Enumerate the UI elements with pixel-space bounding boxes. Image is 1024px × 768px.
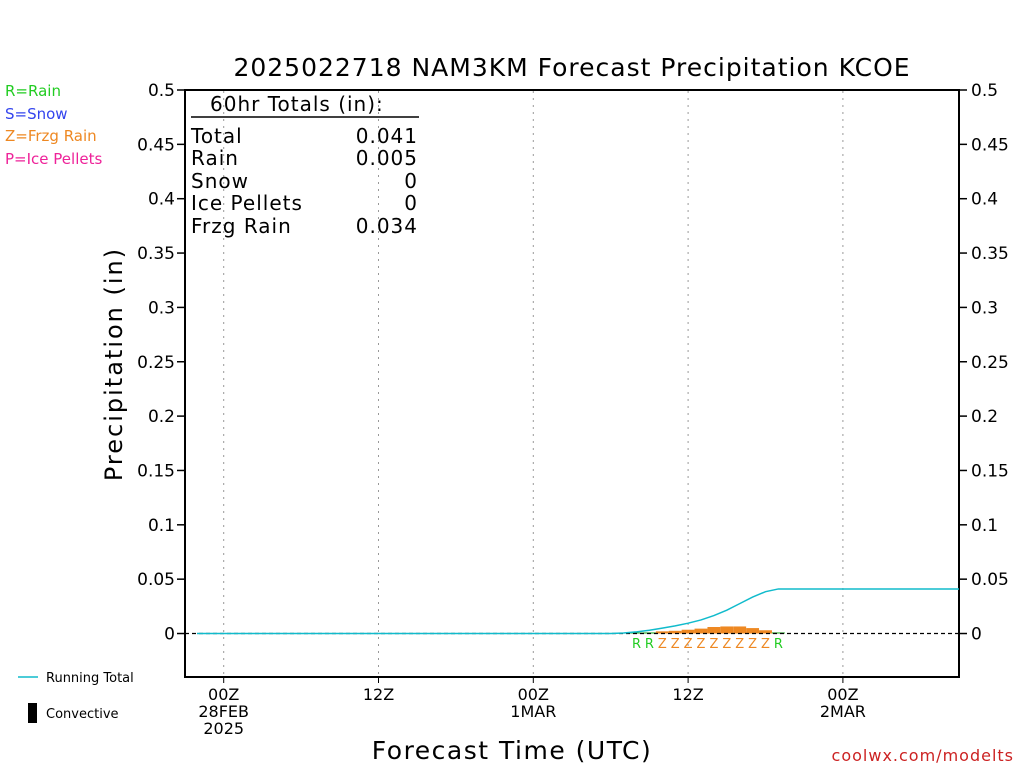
totals-value-frzg-rain: 0.034 [356, 214, 418, 238]
totals-value-rain: 0.005 [356, 146, 418, 170]
totals-header: 60hr Totals (in): [210, 92, 384, 116]
y-tick-label: 0.15 [971, 461, 1009, 481]
running-total-line [197, 588, 959, 635]
totals-label-frzg-rain: Frzg Rain [191, 214, 292, 238]
y-tick-label: 0.1 [148, 516, 175, 536]
y-tick-label: 0 [164, 625, 175, 645]
y-tick-label: 0.2 [148, 407, 175, 427]
y-tick-label: 0.4 [971, 190, 998, 210]
precip-type-letter: Z [761, 637, 770, 652]
precip-bar [707, 626, 721, 634]
running-total-legend-label: Running Total [46, 671, 134, 686]
plot-frame [184, 89, 960, 678]
precip-type-letter: Z [684, 637, 693, 652]
legend-ice-pellets: P=Ice Pellets [5, 150, 102, 168]
y-tick-label: 0.2 [971, 407, 998, 427]
vertical-grid [223, 91, 844, 676]
precip-bar [655, 631, 669, 634]
chart-title: 2025022718 NAM3KM Forecast Precipitation… [233, 53, 910, 82]
precip-type-legend: R=Rain S=Snow Z=Frzg Rain P=Ice Pellets [5, 82, 102, 168]
precip-type-letter: Z [658, 637, 667, 652]
x-tick-label: 28FEB [198, 702, 249, 721]
legend-snow: S=Snow [5, 105, 68, 123]
precip-type-letter: Z [709, 637, 718, 652]
precip-type-letter: Z [748, 637, 757, 652]
x-tick-label: 2MAR [820, 702, 866, 721]
totals-value-total: 0.041 [356, 124, 418, 148]
y-tick-label: 0.5 [148, 81, 175, 101]
y-axis-label: Precipitation (in) [100, 247, 128, 481]
convective-legend-label: Convective [46, 707, 119, 722]
totals-label-total: Total [190, 124, 243, 148]
y-tick-label: 0.35 [137, 244, 175, 264]
y-tick-label: 0 [971, 625, 982, 645]
y-tick-label: 0.3 [971, 298, 998, 318]
y-tick-label: 0.1 [971, 516, 998, 536]
legend-rain: R=Rain [5, 82, 61, 100]
precip-type-letter: R [632, 637, 641, 652]
y-tick-label: 0.25 [971, 353, 1009, 373]
y-tick-label: 0.05 [137, 570, 175, 590]
precip-bar [759, 630, 772, 634]
totals-value-ice-pellets: 0 [404, 191, 418, 215]
precip-bar [733, 626, 747, 634]
precip-type-letter: Z [671, 637, 680, 652]
x-tick-label: 2025 [203, 719, 244, 738]
legend-frzg-rain: Z=Frzg Rain [5, 127, 97, 145]
totals-label-ice-pellets: Ice Pellets [191, 191, 303, 215]
x-tick-label: 12Z [672, 685, 703, 704]
y-tick-label: 0.3 [148, 298, 175, 318]
y-tick-label: 0.15 [137, 461, 175, 481]
precip-type-letter: R [774, 637, 783, 652]
totals-label-rain: Rain [191, 146, 239, 170]
y-tick-label: 0.45 [137, 135, 175, 155]
precip-type-letter: Z [735, 637, 744, 652]
totals-label-snow: Snow [191, 169, 249, 193]
line-legend: Running Total Convective [18, 671, 134, 723]
y-tick-label: 0.5 [971, 81, 998, 101]
y-tick-label: 0.4 [148, 190, 175, 210]
precip-bar [681, 629, 695, 634]
x-axis-label: Forecast Time (UTC) [372, 736, 652, 765]
y-tick-label: 0.25 [137, 353, 175, 373]
precip-type-letter: Z [722, 637, 731, 652]
precip-bar [694, 628, 708, 634]
running-total-series [197, 588, 959, 635]
y-axis-left: 0 0.05 0.1 0.15 0.2 0.25 0.3 0.35 0.4 0.45 0.5 [137, 81, 185, 645]
credit-text: coolwx.com/modelts [832, 746, 1014, 765]
precip-bar [746, 628, 760, 634]
x-tick-label: 12Z [363, 685, 394, 704]
totals-box: 60hr Totals (in): Total 0.041 Rain 0.005… [190, 92, 419, 238]
precip-bar [668, 630, 682, 634]
y-tick-label: 0.35 [971, 244, 1009, 264]
x-tick-label: 00Z [208, 685, 239, 704]
totals-value-snow: 0 [404, 169, 418, 193]
convective-legend-swatch [28, 703, 37, 723]
x-tick-label: 00Z [827, 685, 858, 704]
precip-type-letter: Z [697, 637, 706, 652]
precip-bar [720, 626, 734, 634]
precip-type-letter: R [645, 637, 654, 652]
y-axis-right: 0 0.05 0.1 0.15 0.2 0.25 0.3 0.35 0.4 0.45 0.5 [959, 81, 1009, 645]
y-tick-label: 0.05 [971, 570, 1009, 590]
y-tick-label: 0.45 [971, 135, 1009, 155]
hourly-bars [630, 626, 785, 634]
x-tick-label: 00Z [518, 685, 549, 704]
x-tick-label: 1MAR [510, 702, 556, 721]
precip-bar [771, 632, 785, 634]
